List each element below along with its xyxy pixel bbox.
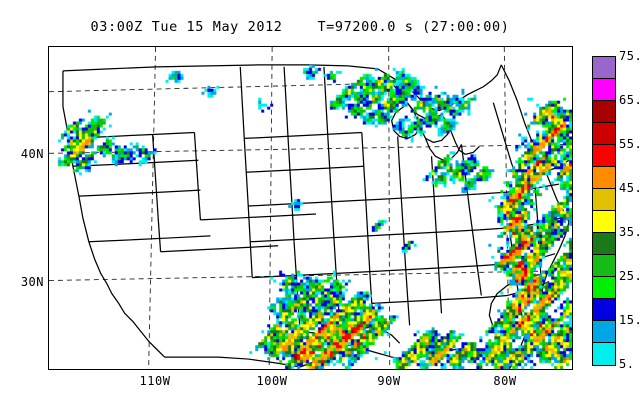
x-axis-tick-110w: 110W [139,374,171,388]
radar-map-plot [48,46,573,370]
colorbar-band-45-50 [593,167,615,189]
colorbar [592,56,616,366]
colorbar-band-10-15 [593,321,615,343]
colorbar-tick-75: 75. [619,49,640,63]
y-axis-tick-30n: 30N [20,275,44,289]
colorbar-tick-25: 25. [619,269,640,283]
colorbar-band-55-60 [593,123,615,145]
x-axis-tick-80w: 80W [493,374,517,388]
colorbar-band-50-55 [593,145,615,167]
colorbar-tick-15: 15. [619,313,640,327]
x-axis-tick-100w: 100W [256,374,288,388]
colorbar-band-15-20 [593,299,615,321]
colorbar-band-25-30 [593,255,615,277]
colorbar-tick-35: 35. [619,225,640,239]
y-axis-tick-40n: 40N [20,147,44,161]
x-axis-tick-90w: 90W [377,374,401,388]
colorbar-tick-5: 5. [619,357,635,371]
colorbar-band-30-35 [593,233,615,255]
colorbar-tick-65: 65. [619,93,640,107]
colorbar-band-5-10 [593,343,615,365]
page-title: 03:00Z Tue 15 May 2012 T=97200.0 s (27:0… [90,19,510,35]
colorbar-band-70-75 [593,57,615,79]
radar-reflectivity-layer [49,47,572,369]
colorbar-band-60-65 [593,101,615,123]
colorbar-tick-45: 45. [619,181,640,195]
colorbar-band-20-25 [593,277,615,299]
colorbar-band-40-45 [593,189,615,211]
colorbar-band-65-70 [593,79,615,101]
colorbar-band-35-40 [593,211,615,233]
colorbar-tick-55: 55. [619,137,640,151]
